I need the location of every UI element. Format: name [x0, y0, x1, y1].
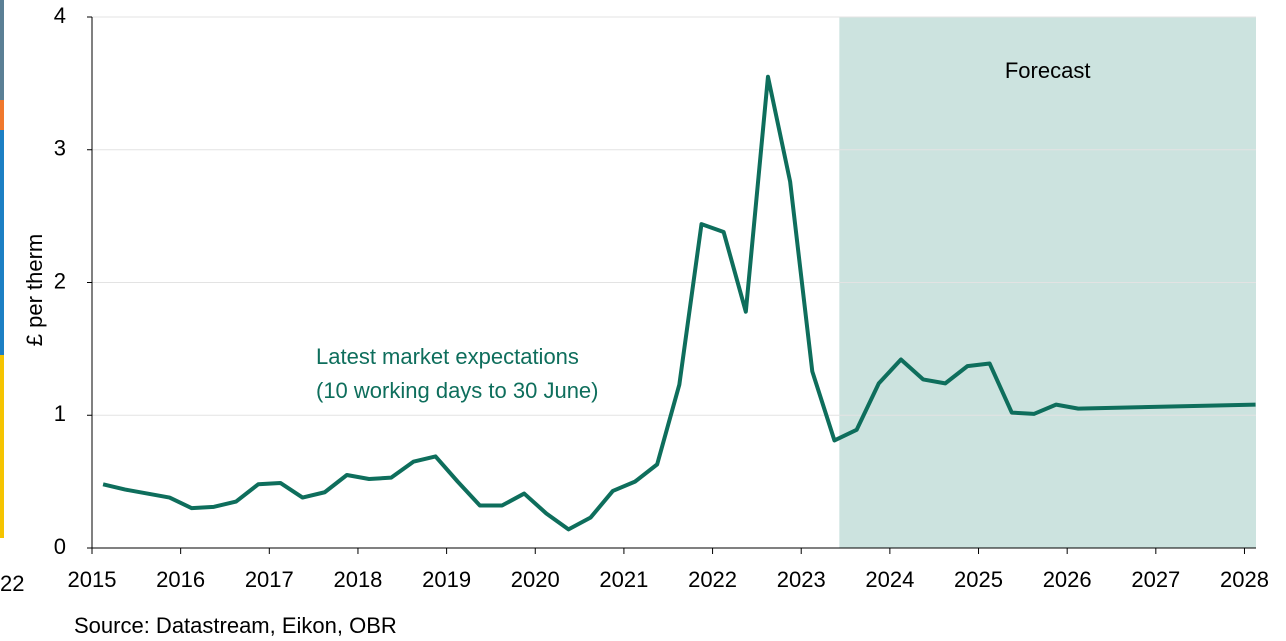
x-tick-label: 2017 — [245, 567, 294, 592]
data-line — [102, 74, 1256, 532]
annotation: (10 working days to 30 June) — [316, 378, 599, 403]
x-tick-label: 2023 — [777, 567, 826, 592]
y-axis-label: £ per therm — [22, 234, 47, 347]
x-tick-label: 2024 — [865, 567, 914, 592]
source: Source: Datastream, Eikon, OBR — [74, 613, 397, 638]
x-tick-label: 2020 — [511, 567, 560, 592]
x-tick-label: 2028 — [1220, 567, 1269, 592]
x-tick-label: 2016 — [156, 567, 205, 592]
fragment-strip — [0, 0, 4, 100]
annotation: Latest market expectations — [316, 344, 579, 369]
x-tick-label: 2022 — [688, 567, 737, 592]
y-tick-label: 4 — [54, 3, 66, 28]
x-tick-label: 2027 — [1131, 567, 1180, 592]
fragment-strip — [0, 100, 4, 130]
fragment-label: 22 — [0, 571, 24, 596]
x-tick-label: 2026 — [1043, 567, 1092, 592]
y-tick-label: 3 — [54, 136, 66, 161]
x-tick-label: 2015 — [68, 567, 117, 592]
y-tick-label: 1 — [54, 401, 66, 426]
y-tick-label: 0 — [54, 534, 66, 559]
fragment-strip — [0, 355, 4, 538]
x-tick-label: 2018 — [333, 567, 382, 592]
fragment-strip — [0, 130, 4, 355]
x-tick-label: 2025 — [954, 567, 1003, 592]
y-tick-label: 2 — [54, 268, 66, 293]
x-tick-label: 2019 — [422, 567, 471, 592]
x-tick-label: 2021 — [599, 567, 648, 592]
forecast-label: Forecast — [1005, 58, 1091, 83]
